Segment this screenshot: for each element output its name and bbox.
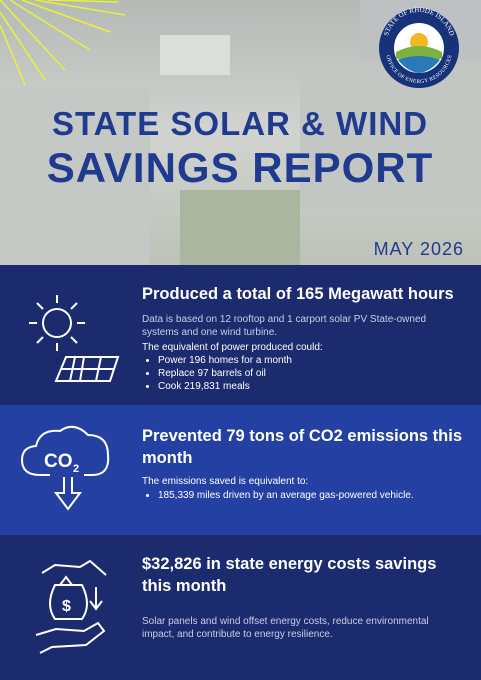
note: Solar panels and wind offset energy cost… xyxy=(142,616,429,640)
header-image: STATE OF RHODE ISLAND OFFICE OF ENERGY R… xyxy=(0,0,481,265)
cloud-icon: CO 2 xyxy=(20,425,110,511)
bullet: 185,339 miles driven by an average gas-p… xyxy=(158,489,458,502)
lead: The emissions saved is equivalent to: xyxy=(142,476,309,487)
bullet: Power 196 homes for a month xyxy=(158,354,458,367)
title-line1: STATE SOLAR & WIND xyxy=(52,105,428,142)
heading: Prevented 79 tons of CO2 emissions this … xyxy=(142,427,463,467)
report-date: MAY 2026 xyxy=(374,239,464,259)
svg-text:$: $ xyxy=(62,598,71,615)
section-savings: $ $32,826 in state energy costs savings … xyxy=(0,535,481,680)
sun-rays xyxy=(0,0,126,86)
title-line2: SAVINGS REPORT xyxy=(47,144,434,191)
section-energy: Produced a total of 165 Megawatt hours D… xyxy=(0,265,481,405)
bullet: Cook 219,831 meals xyxy=(158,380,458,393)
co2-sub: 2 xyxy=(73,463,79,475)
sun-panel-icon xyxy=(29,295,120,382)
logo: STATE OF RHODE ISLAND OFFICE OF ENERGY R… xyxy=(379,6,459,88)
note: Data is based on 12 rooftop and 1 carpor… xyxy=(142,314,427,338)
bullet: Replace 97 barrels of oil xyxy=(158,367,458,380)
lead: The equivalent of power produced could: xyxy=(142,342,323,353)
bullet-list: Power 196 homes for a month Replace 97 b… xyxy=(142,354,458,393)
heading: $32,826 in state energy costs savings th… xyxy=(142,555,437,595)
bullet-list: 185,339 miles driven by an average gas-p… xyxy=(142,489,458,502)
heading: Produced a total of 165 Megawatt hours xyxy=(142,285,454,303)
section-emissions: CO 2 Prevented 79 tons of CO2 emissions … xyxy=(0,405,481,535)
money-icon: $ xyxy=(35,559,107,654)
co2-label: CO xyxy=(44,451,73,472)
